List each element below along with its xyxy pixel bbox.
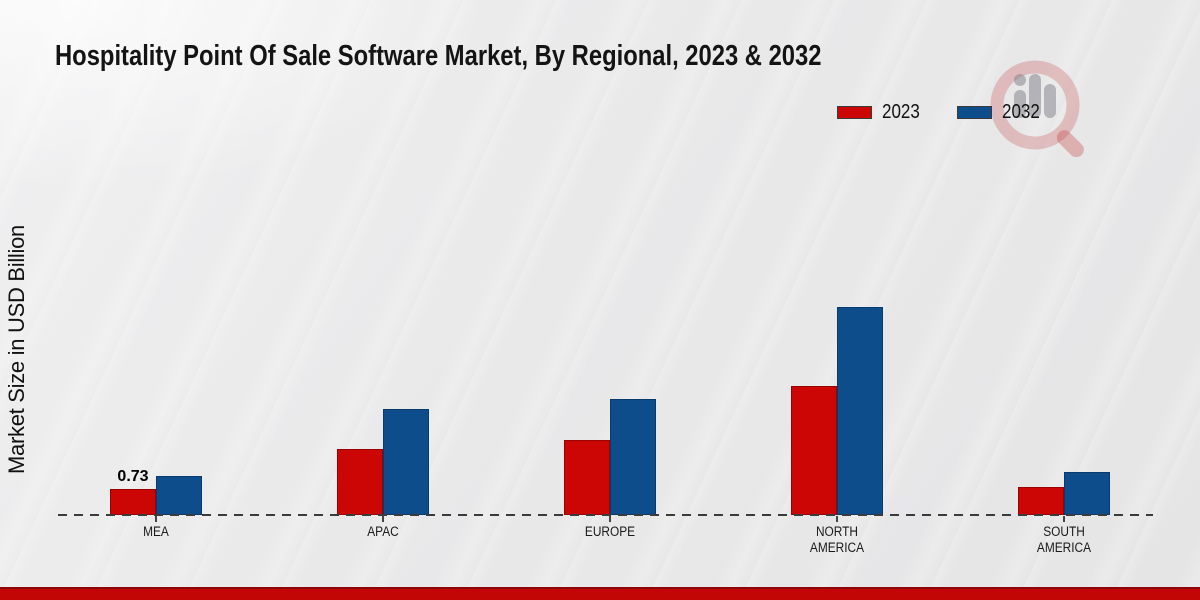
bar-2032-europe	[610, 399, 656, 515]
legend: 2023 2032	[837, 101, 1046, 124]
footer-accent-bar	[0, 587, 1200, 600]
x-axis-tick-apac	[382, 516, 384, 522]
bar-2023-mea	[110, 489, 156, 515]
legend-swatch-2032	[956, 106, 992, 119]
bar-2023-south-america	[1018, 487, 1064, 515]
category-label-europe: EUROPE	[584, 524, 636, 539]
bar-2032-south-america	[1064, 472, 1110, 515]
x-axis-tick-north-america	[836, 516, 838, 522]
legend-item-2032: 2032	[956, 101, 1047, 124]
category-label-mea: MEA	[143, 524, 169, 539]
x-axis-tick-europe	[609, 516, 611, 522]
bar-2032-apac	[383, 409, 429, 515]
bar-2032-north-america	[837, 307, 883, 515]
x-axis-tick-south-america	[1063, 516, 1065, 522]
category-label-south-america: SOUTH AMERICA	[1036, 524, 1092, 555]
category-label-north-america: NORTH AMERICA	[809, 524, 865, 555]
bar-2023-north-america	[791, 386, 837, 515]
bar-2023-europe	[564, 440, 610, 515]
legend-item-2023: 2023	[837, 101, 927, 124]
bar-2023-apac	[337, 449, 383, 515]
x-axis-tick-mea	[155, 516, 157, 522]
legend-label-2023: 2023	[882, 101, 920, 123]
watermark-logo-icon	[990, 60, 1084, 158]
legend-label-2032: 2032	[1001, 101, 1040, 123]
x-axis-baseline	[58, 514, 1153, 516]
bar-value-label: 0.73	[117, 468, 149, 485]
category-label-apac: APAC	[367, 524, 399, 539]
chart-title: Hospitality Point Of Sale Software Marke…	[55, 40, 822, 72]
legend-swatch-2023	[837, 106, 872, 119]
